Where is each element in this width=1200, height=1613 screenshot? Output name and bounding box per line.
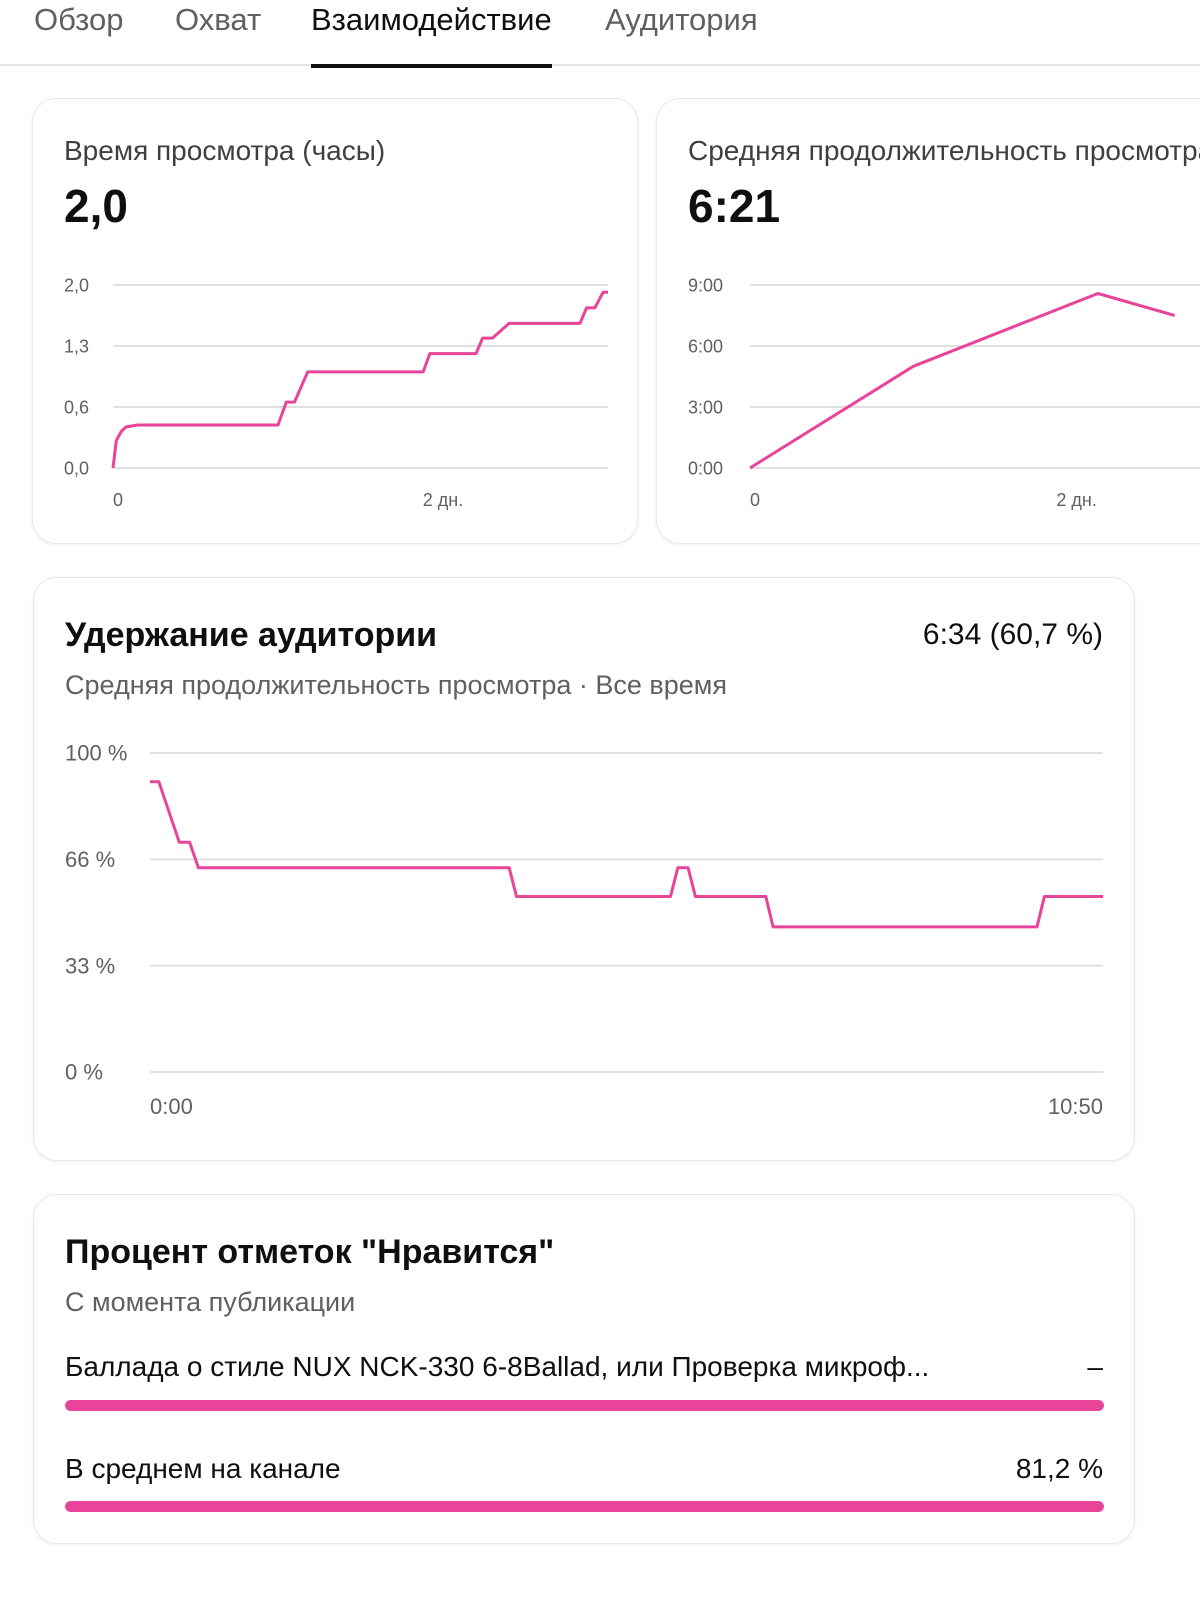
x-tick-label: 2 дн. [423,490,463,510]
x-tick-label: 10:50 [1048,1094,1103,1119]
y-tick-label: 33 % [65,953,115,978]
likes-channel-bar-fill [65,1501,1104,1512]
likes-channel-bar [65,1501,1104,1512]
y-tick-label: 0,6 [64,397,89,417]
likes-card[interactable]: Процент отметок "Нравится" С момента пуб… [33,1194,1135,1544]
y-tick-label: 3:00 [688,397,723,417]
x-tick-label: 2 дн. [1056,490,1096,510]
likes-channel-label: В среднем на канале [65,1453,341,1484]
y-tick-label: 0 % [65,1060,103,1085]
retention-summary: 6:34 (60,7 %) [922,618,1103,651]
y-tick-label: 1,3 [64,336,89,356]
tab-engagement[interactable]: Взаимодействие [311,0,552,68]
tab-label: Взаимодействие [311,2,552,37]
x-tick-label: 0 [113,490,123,510]
tab-audience[interactable]: Аудитория [605,0,758,66]
tab-reach[interactable]: Охват [175,0,261,66]
series-line [749,292,1176,470]
series-line [150,780,1103,929]
y-tick-label: 100 % [65,741,127,766]
watch-time-card[interactable]: Время просмотра (часы) 2,0 0,0 0,6 1,3 2,0 0… [32,98,638,544]
avg-duration-card[interactable]: Средняя продолжительность просмотра 6:21… [656,98,1200,544]
watch-time-label: Время просмотра (часы) [64,135,386,166]
tab-label: Аудитория [605,2,758,37]
likes-video-bar [65,1400,1104,1411]
retention-title: Удержание аудитории [65,616,438,654]
y-tick-label: 0:00 [688,458,723,478]
x-tick-label: 0 [750,490,760,510]
likes-video-bar-fill [65,1400,1104,1411]
avg-duration-value: 6:21 [688,180,781,232]
avg-duration-label: Средняя продолжительность просмотра [688,135,1200,166]
tab-overview[interactable]: Обзор [34,0,124,66]
x-tick-label: 0:00 [150,1094,193,1119]
likes-subtitle: С момента публикации [65,1287,356,1317]
watch-time-value: 2,0 [64,180,128,232]
likes-title: Процент отметок "Нравится" [65,1233,555,1271]
likes-channel-value: 81,2 % [1015,1453,1103,1484]
likes-video-label: Баллада о стиле NUX NCK-330 6-8Ballad, и… [65,1351,930,1382]
tab-underline [311,64,552,68]
tab-label: Охват [175,2,262,37]
y-tick-label: 66 % [65,847,115,872]
y-tick-label: 2,0 [64,275,89,295]
tab-label: Обзор [34,2,124,37]
y-tick-label: 0,0 [64,458,89,478]
avg-duration-chart: 0:00 3:00 6:00 9:00 0 2 дн. [688,275,1200,510]
watch-time-chart: 0,0 0,6 1,3 2,0 0 2 дн. [64,275,608,510]
series-line [111,290,608,469]
retention-card[interactable]: Удержание аудитории 6:34 (60,7 %) Средня… [33,577,1135,1161]
retention-subtitle: Средняя продолжительность просмотра · Вс… [65,670,727,700]
y-tick-label: 6:00 [688,336,723,356]
y-tick-label: 9:00 [688,275,723,295]
retention-chart: 0 % 33 % 66 % 100 % 0:00 10:50 [65,741,1103,1119]
likes-video-value: – [1087,1351,1103,1382]
tab-bar: Обзор Охват Взаимодействие Аудитория [0,0,1200,68]
